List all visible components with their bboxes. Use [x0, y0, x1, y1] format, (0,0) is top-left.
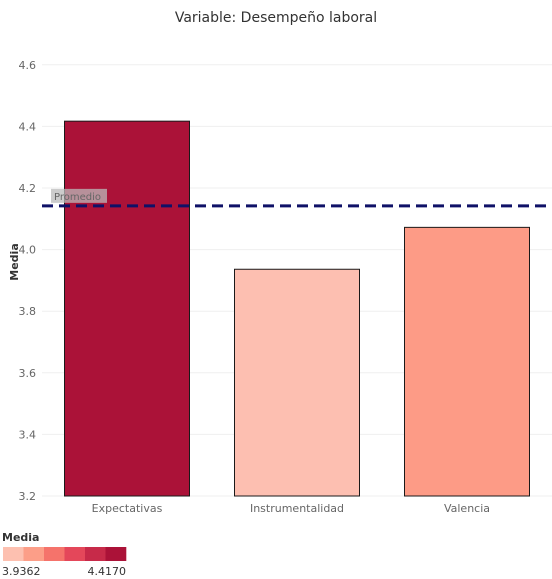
x-tick-label: Expectativas — [92, 502, 163, 515]
x-tick-label: Valencia — [444, 502, 490, 515]
reference-line-label: Promedio — [54, 192, 101, 203]
legend-swatches — [3, 547, 127, 561]
bar-valencia[interactable] — [404, 226, 530, 497]
color-legend: Media 3.9362 4.4170 — [2, 531, 127, 578]
x-tick-label: Instrumentalidad — [250, 502, 344, 515]
y-axis-ticks: 3.2 3.4 3.6 3.8 4.0 4.2 4.4 4.6 — [19, 59, 37, 503]
legend-swatch — [3, 547, 24, 561]
y-axis-label: Media — [8, 243, 21, 280]
legend-title: Media — [2, 531, 39, 544]
y-tick-label: 4.6 — [19, 59, 37, 72]
y-tick-label: 4.2 — [19, 182, 37, 195]
reference-label-background — [51, 188, 107, 203]
y-tick-label: 4.0 — [19, 244, 37, 257]
chart-title: Variable: Desempeño laboral — [175, 10, 377, 26]
reference-line-group: Promedio — [42, 188, 552, 208]
bar-expectativas[interactable] — [64, 120, 190, 497]
legend-swatch — [64, 547, 86, 561]
x-axis-ticks: Expectativas Instrumentalidad Valencia — [92, 502, 490, 515]
legend-swatch — [105, 547, 127, 561]
legend-min-label: 3.9362 — [2, 565, 41, 578]
legend-swatch — [85, 547, 106, 561]
y-tick-label: 3.4 — [19, 428, 37, 441]
y-tick-label: 3.6 — [19, 367, 37, 380]
y-tick-label: 4.4 — [19, 120, 37, 133]
bars — [64, 120, 530, 497]
y-tick-label: 3.2 — [19, 490, 37, 503]
legend-swatch — [44, 547, 65, 561]
y-tick-label: 3.8 — [19, 305, 37, 318]
legend-swatch — [23, 547, 45, 561]
legend-max-label: 4.4170 — [88, 565, 127, 578]
bar-instrumentalidad[interactable] — [234, 268, 360, 497]
